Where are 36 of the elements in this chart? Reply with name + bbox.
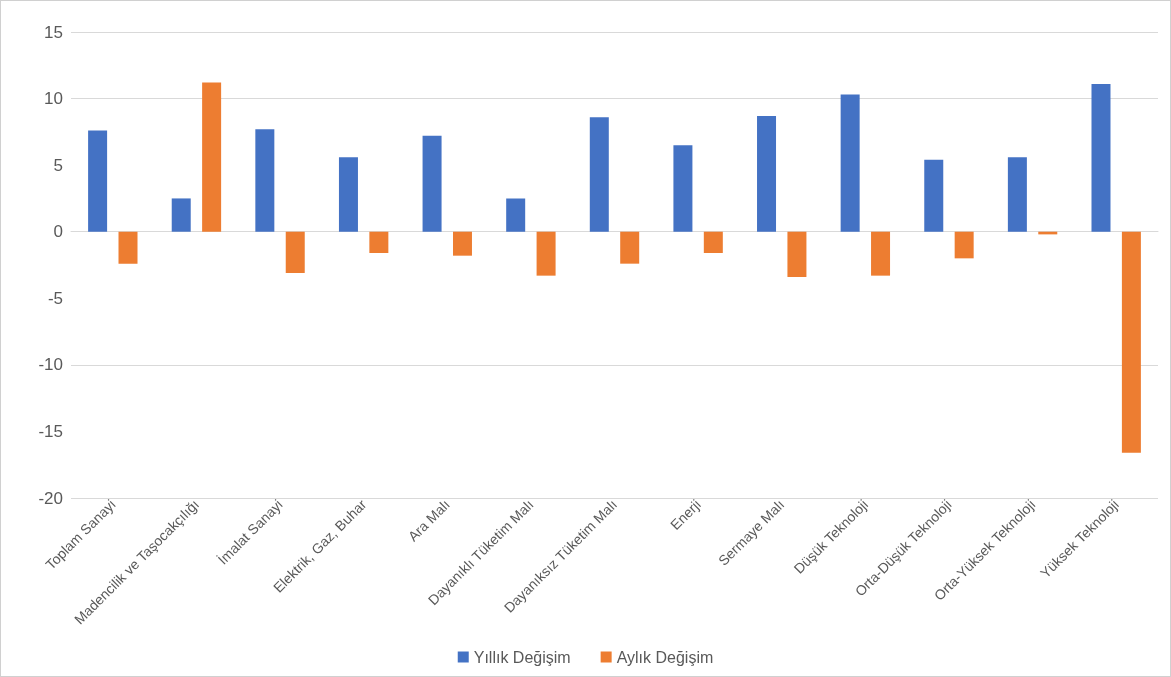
y-tick-label: -5 <box>47 288 63 308</box>
y-tick-label: 10 <box>44 89 63 109</box>
bar <box>118 231 138 264</box>
bar <box>1091 83 1111 232</box>
y-tick-label: 15 <box>44 22 63 42</box>
bar <box>88 130 108 232</box>
bar <box>171 198 191 232</box>
bar <box>452 231 472 256</box>
y-tick-label: -20 <box>38 488 63 508</box>
bar <box>840 94 860 232</box>
bar <box>285 231 305 273</box>
y-tick-label: 5 <box>53 155 63 175</box>
bar <box>703 231 723 254</box>
bar <box>1007 157 1027 232</box>
bar <box>673 145 693 232</box>
bar <box>255 129 275 232</box>
bar <box>757 115 777 232</box>
bar <box>1121 231 1141 453</box>
legend-label: Aylık Değişim <box>616 648 714 666</box>
bar <box>620 231 640 264</box>
bar <box>924 159 944 232</box>
bar <box>589 117 609 232</box>
bar <box>338 157 358 232</box>
y-tick-label: -10 <box>38 355 63 375</box>
bar <box>506 198 526 232</box>
y-tick-label: 0 <box>53 222 63 242</box>
bar <box>202 82 222 232</box>
bar <box>369 231 389 254</box>
legend-label: Yıllık Değişim <box>473 648 571 666</box>
bar <box>787 231 807 277</box>
bar <box>422 135 442 232</box>
y-tick-label: -15 <box>38 421 63 441</box>
bar <box>871 231 891 276</box>
bar <box>954 231 974 259</box>
bar <box>536 231 556 276</box>
x-tick-label: Ara Malı <box>404 496 453 545</box>
